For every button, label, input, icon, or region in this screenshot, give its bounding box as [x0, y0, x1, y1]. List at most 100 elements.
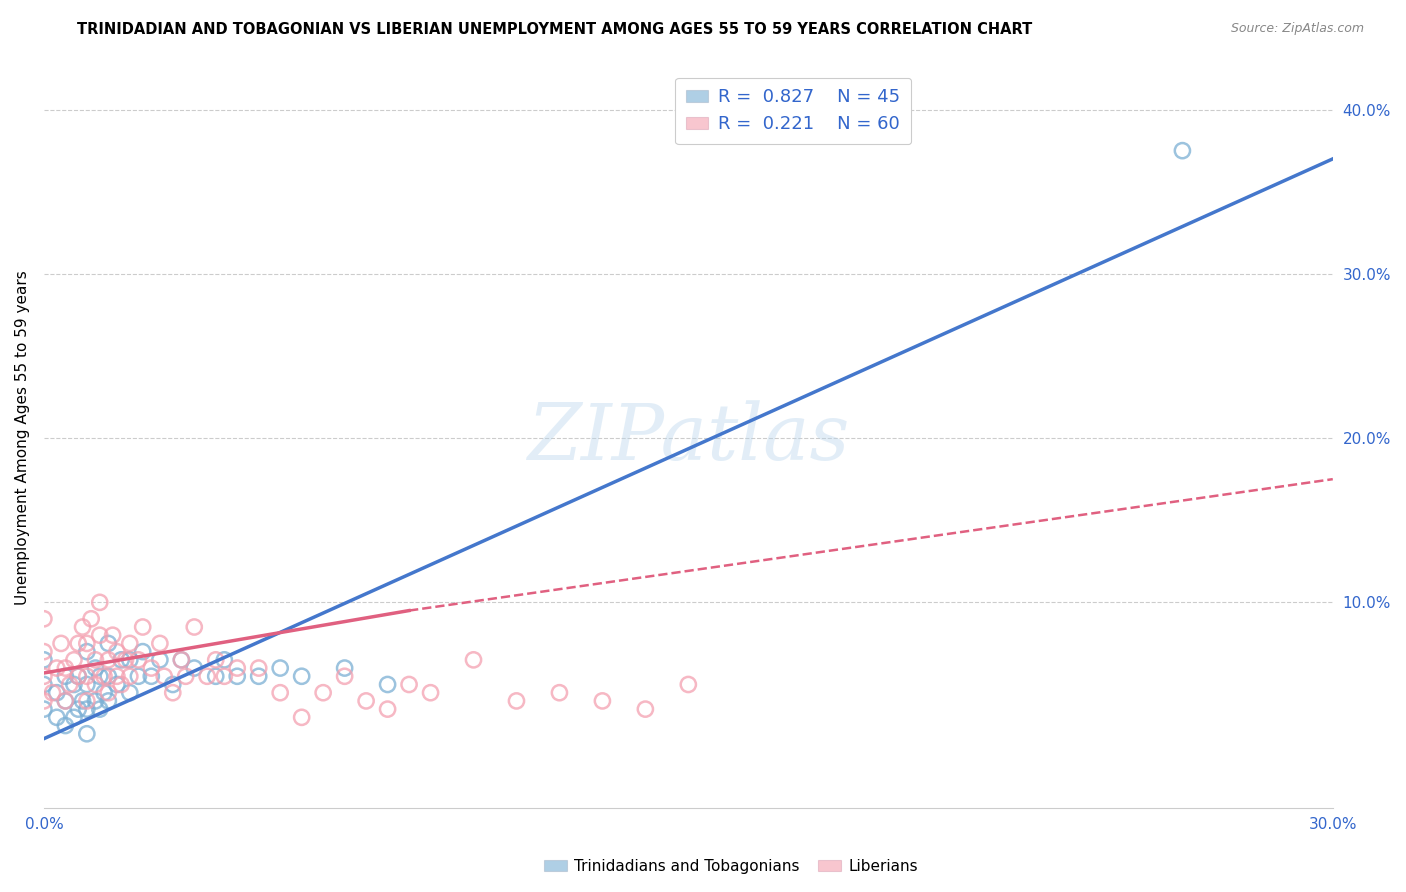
Point	[398, 677, 420, 691]
Point	[97, 669, 120, 683]
Point	[377, 677, 399, 691]
Legend: R =  0.827    N = 45, R =  0.221    N = 60: R = 0.827 N = 45, R = 0.221 N = 60	[675, 78, 911, 145]
Point	[247, 661, 270, 675]
Point	[45, 661, 67, 675]
Point	[183, 661, 205, 675]
Point	[32, 653, 55, 667]
Point	[110, 653, 132, 667]
Point	[45, 686, 67, 700]
Point	[84, 653, 107, 667]
Point	[76, 694, 98, 708]
Point	[354, 694, 377, 708]
Point	[141, 661, 163, 675]
Point	[131, 645, 153, 659]
Point	[149, 653, 172, 667]
Point	[204, 669, 226, 683]
Point	[32, 677, 55, 691]
Point	[463, 653, 485, 667]
Point	[84, 661, 107, 675]
Point	[269, 661, 291, 675]
Point	[110, 677, 132, 691]
Point	[76, 702, 98, 716]
Point	[76, 677, 98, 691]
Y-axis label: Unemployment Among Ages 55 to 59 years: Unemployment Among Ages 55 to 59 years	[15, 271, 30, 606]
Point	[76, 645, 98, 659]
Point	[634, 702, 657, 716]
Point	[53, 718, 76, 732]
Point	[80, 612, 103, 626]
Point	[226, 661, 249, 675]
Point	[105, 645, 128, 659]
Point	[67, 636, 90, 650]
Point	[63, 653, 86, 667]
Point	[89, 628, 111, 642]
Point	[76, 669, 98, 683]
Point	[678, 677, 700, 691]
Point	[32, 645, 55, 659]
Point	[32, 669, 55, 683]
Point	[419, 686, 441, 700]
Point	[76, 727, 98, 741]
Point	[548, 686, 571, 700]
Point	[41, 686, 63, 700]
Point	[105, 677, 128, 691]
Point	[97, 653, 120, 667]
Point	[101, 628, 124, 642]
Point	[53, 661, 76, 675]
Point	[105, 669, 128, 683]
Text: TRINIDADIAN AND TOBAGONIAN VS LIBERIAN UNEMPLOYMENT AMONG AGES 55 TO 59 YEARS CO: TRINIDADIAN AND TOBAGONIAN VS LIBERIAN U…	[77, 22, 1032, 37]
Point	[89, 595, 111, 609]
Point	[72, 694, 94, 708]
Point	[174, 669, 197, 683]
Point	[333, 669, 356, 683]
Point	[59, 677, 82, 691]
Point	[269, 686, 291, 700]
Point	[89, 702, 111, 716]
Point	[53, 694, 76, 708]
Point	[170, 653, 193, 667]
Point	[247, 669, 270, 683]
Point	[67, 669, 90, 683]
Point	[183, 620, 205, 634]
Point	[141, 669, 163, 683]
Point	[170, 653, 193, 667]
Point	[131, 620, 153, 634]
Point	[127, 669, 149, 683]
Point	[162, 677, 184, 691]
Point	[53, 694, 76, 708]
Point	[226, 669, 249, 683]
Point	[195, 669, 218, 683]
Point	[67, 702, 90, 716]
Point	[97, 636, 120, 650]
Point	[591, 694, 613, 708]
Point	[32, 694, 55, 708]
Text: ZIPatlas: ZIPatlas	[527, 400, 849, 476]
Point	[214, 669, 236, 683]
Point	[63, 677, 86, 691]
Point	[93, 686, 115, 700]
Point	[114, 653, 136, 667]
Point	[32, 612, 55, 626]
Point	[153, 669, 176, 683]
Point	[84, 677, 107, 691]
Point	[67, 669, 90, 683]
Point	[162, 686, 184, 700]
Point	[93, 669, 115, 683]
Point	[1171, 144, 1194, 158]
Point	[76, 636, 98, 650]
Point	[49, 636, 72, 650]
Legend: Trinidadians and Tobagonians, Liberians: Trinidadians and Tobagonians, Liberians	[537, 853, 925, 880]
Point	[118, 686, 141, 700]
Point	[63, 710, 86, 724]
Point	[333, 661, 356, 675]
Point	[97, 694, 120, 708]
Point	[84, 694, 107, 708]
Point	[127, 653, 149, 667]
Point	[53, 669, 76, 683]
Point	[72, 620, 94, 634]
Point	[89, 669, 111, 683]
Point	[312, 686, 335, 700]
Point	[291, 669, 314, 683]
Point	[149, 636, 172, 650]
Point	[118, 653, 141, 667]
